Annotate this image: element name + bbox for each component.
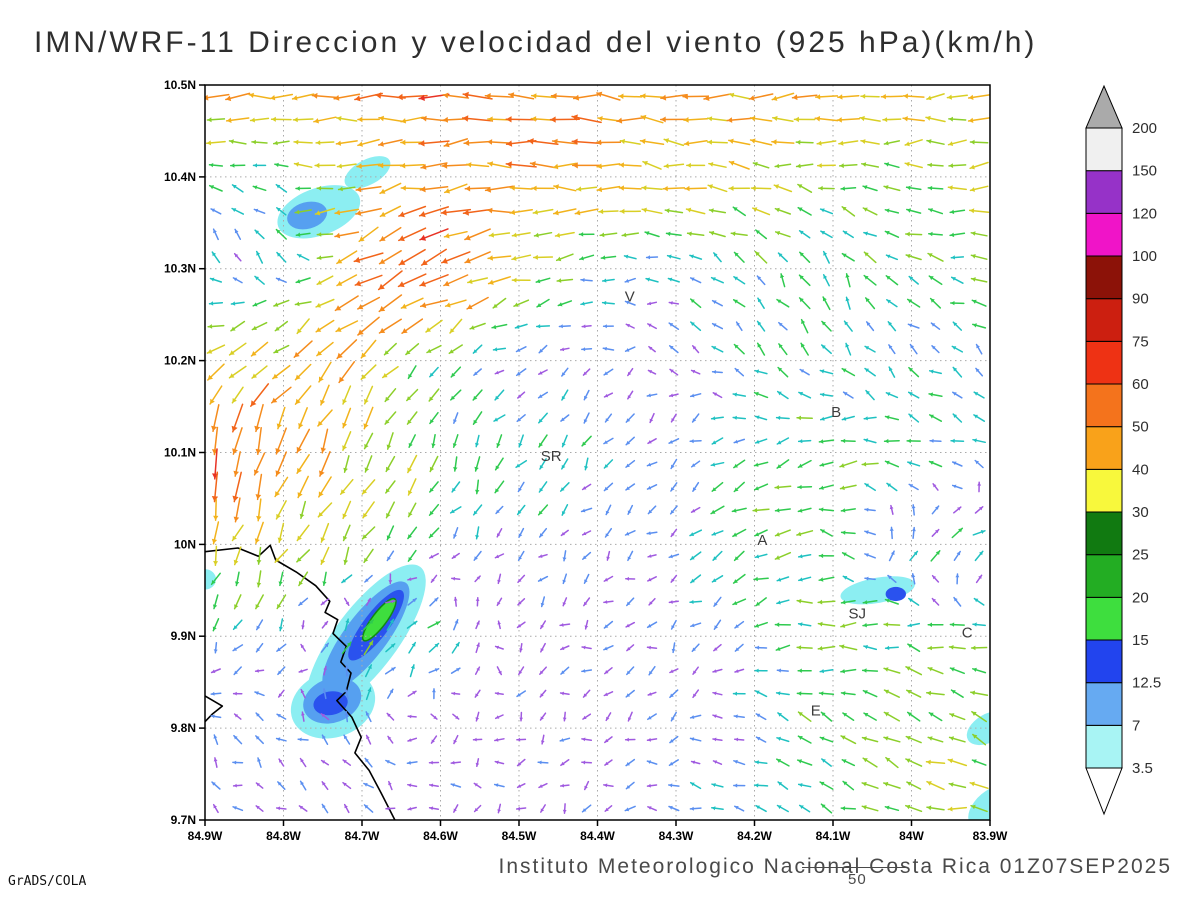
- lon-tick-label: 83.9W: [973, 829, 1008, 843]
- lat-tick-label: 10.1N: [164, 446, 196, 460]
- shaded-region-west-edge-cyan: [205, 569, 216, 590]
- coastline: [205, 544, 396, 820]
- station-SR: SR: [541, 448, 562, 465]
- legend-tick-label: 90: [1132, 291, 1149, 308]
- shaded-region-sw-green-core: [361, 597, 397, 642]
- lat-tick-label: 10.5N: [164, 78, 196, 92]
- legend-band: [1085, 682, 1123, 726]
- wind-speed-shading: [205, 156, 990, 820]
- legend-band: [1085, 724, 1123, 769]
- legend-under-arrow: [1085, 767, 1123, 816]
- station-labels: V B SR A SJ C E: [541, 288, 973, 719]
- lat-tick-label: 10.4N: [164, 170, 196, 184]
- lat-tick-label: 10.3N: [164, 262, 196, 276]
- legend-tick-label: 75: [1132, 333, 1149, 350]
- legend-band: [1085, 511, 1123, 556]
- lon-tick-label: 84.3W: [659, 829, 694, 843]
- station-E: E: [811, 703, 821, 720]
- chart-title: IMN/WRF-11 Direccion y velocidad del vie…: [34, 26, 1038, 59]
- lat-tick-label: 9.7N: [171, 813, 196, 827]
- legend-tick-label: 3.5: [1132, 760, 1153, 777]
- plot-area: V B SR A SJ C E: [205, 85, 990, 820]
- lon-tick-label: 84.8W: [266, 829, 301, 843]
- footer-caption: Instituto Meteorologico Nacional Costa R…: [498, 855, 1172, 878]
- legend-tick-label: 30: [1132, 504, 1149, 521]
- legend-band: [1085, 554, 1123, 598]
- shaded-region-nw-blue: [287, 201, 328, 230]
- legend-tick-label: 25: [1132, 547, 1149, 564]
- axis-labels: 10.5N 10.4N 10.3N 10.2N 10.1N 10N 9.9N 9.8N 9.7N…: [164, 78, 1008, 843]
- shaded-region-sj-blue-dot: [885, 586, 906, 602]
- lat-tick-label: 9.8N: [171, 721, 196, 735]
- station-V: V: [625, 288, 635, 305]
- legend-tick-label: 150: [1132, 163, 1157, 180]
- lon-tick-label: 84.7W: [345, 829, 380, 843]
- legend-band: [1085, 383, 1123, 428]
- legend-band: [1085, 596, 1123, 641]
- legend-band: [1085, 426, 1123, 470]
- lat-tick-label: 10.2N: [164, 354, 196, 368]
- station-A: A: [757, 532, 767, 549]
- legend-tick-label: 120: [1132, 205, 1157, 222]
- legend-band: [1085, 298, 1123, 342]
- station-SJ: SJ: [849, 605, 867, 622]
- legend-tick-label: 200: [1132, 120, 1157, 137]
- shaded-region-sj-cyan: [840, 576, 915, 605]
- legend-band: [1085, 170, 1123, 214]
- legend-tick-label: 12.5: [1132, 675, 1161, 692]
- legend-over-arrow: [1085, 84, 1123, 129]
- lon-tick-label: 84.4W: [580, 829, 615, 843]
- legend-band: [1085, 127, 1123, 172]
- legend-band: [1085, 639, 1123, 684]
- legend-tick-label: 20: [1132, 589, 1149, 606]
- station-B: B: [831, 404, 841, 421]
- legend-tick-label: 60: [1132, 376, 1149, 393]
- legend-band: [1085, 340, 1123, 385]
- stray-contour-line: [802, 867, 908, 868]
- lon-tick-label: 84.6W: [423, 829, 458, 843]
- station-C: C: [962, 625, 973, 642]
- shaded-region-corner-cyan: [968, 784, 990, 820]
- contour-label-50: 50: [848, 871, 867, 888]
- shaded-region-se-edge-cyan: [966, 711, 990, 746]
- lat-tick-label: 10N: [174, 537, 196, 551]
- legend-tick-label: 100: [1132, 248, 1157, 265]
- legend-tick-label: 50: [1132, 419, 1149, 436]
- legend-tick-label: 15: [1132, 632, 1149, 649]
- lat-tick-label: 9.9N: [171, 629, 196, 643]
- lon-tick-label: 84W: [899, 829, 924, 843]
- legend-band: [1085, 468, 1123, 513]
- lon-tick-label: 84.9W: [188, 829, 223, 843]
- legend-band: [1085, 255, 1123, 300]
- lon-tick-label: 84.1W: [816, 829, 851, 843]
- grads-cola-credit: GrADS/COLA: [8, 874, 87, 889]
- legend-band: [1085, 212, 1123, 257]
- lon-tick-label: 84.2W: [737, 829, 772, 843]
- legend-tick-label: 40: [1132, 461, 1149, 478]
- color-scale-legend: 3.5 7 12.5 15 20 25 30 40 50 60 75 90 100 120 150 200: [1085, 84, 1161, 816]
- wind-arrows: [205, 91, 990, 814]
- lon-tick-label: 84.5W: [502, 829, 537, 843]
- legend-tick-label: 7: [1132, 717, 1140, 734]
